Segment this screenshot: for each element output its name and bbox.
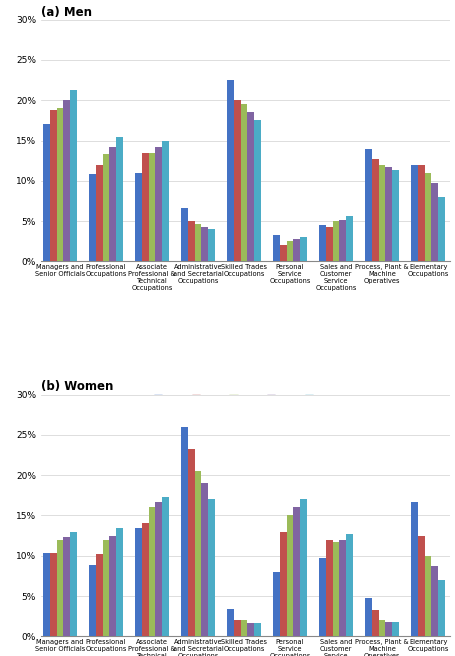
Bar xyxy=(50,110,56,262)
Bar xyxy=(96,554,102,636)
Bar xyxy=(254,623,261,636)
Bar xyxy=(188,221,195,262)
Bar xyxy=(379,165,385,262)
Bar xyxy=(43,553,50,636)
Bar xyxy=(102,540,109,636)
Bar xyxy=(418,535,425,636)
Bar xyxy=(346,216,353,262)
Bar xyxy=(365,149,372,262)
Bar xyxy=(319,558,326,636)
Bar xyxy=(372,159,379,262)
Bar xyxy=(202,483,208,636)
Bar xyxy=(149,507,155,636)
Bar xyxy=(241,104,248,262)
Bar xyxy=(109,535,116,636)
Bar xyxy=(63,537,70,636)
Bar xyxy=(116,527,123,636)
Bar xyxy=(300,499,307,636)
Bar xyxy=(287,516,293,636)
Bar xyxy=(319,225,326,262)
Text: (a) Men: (a) Men xyxy=(41,5,92,18)
Bar xyxy=(333,221,339,262)
Bar xyxy=(280,531,287,636)
Bar xyxy=(135,173,142,262)
Bar xyxy=(135,527,142,636)
Text: (b) Women: (b) Women xyxy=(41,380,113,394)
Bar xyxy=(372,609,379,636)
Bar xyxy=(50,553,56,636)
Bar xyxy=(385,622,392,636)
Bar xyxy=(234,620,241,636)
Bar xyxy=(63,100,70,262)
Bar xyxy=(96,165,102,262)
Bar xyxy=(425,173,431,262)
Bar xyxy=(195,471,202,636)
Bar xyxy=(227,80,234,262)
Bar xyxy=(333,542,339,636)
Bar xyxy=(287,241,293,262)
Bar xyxy=(89,174,96,262)
Bar xyxy=(392,622,399,636)
Bar xyxy=(425,556,431,636)
Bar xyxy=(162,140,169,262)
Bar xyxy=(339,540,346,636)
Bar xyxy=(438,197,445,262)
Bar xyxy=(273,572,280,636)
Bar xyxy=(142,523,149,636)
Bar xyxy=(293,239,300,262)
Bar xyxy=(116,136,123,262)
Bar xyxy=(188,449,195,636)
Bar xyxy=(181,209,188,262)
Bar xyxy=(227,609,234,636)
Bar xyxy=(273,235,280,262)
Bar xyxy=(431,566,438,636)
Bar xyxy=(70,531,77,636)
Legend: 1993, 2001, 2008, 2013, 2020: 1993, 2001, 2008, 2013, 2020 xyxy=(151,392,341,407)
Bar xyxy=(280,245,287,262)
Bar xyxy=(70,90,77,262)
Bar xyxy=(56,540,63,636)
Bar xyxy=(202,227,208,262)
Bar xyxy=(102,154,109,262)
Bar xyxy=(431,183,438,262)
Bar xyxy=(326,540,333,636)
Bar xyxy=(208,499,215,636)
Bar xyxy=(438,580,445,636)
Bar xyxy=(346,534,353,636)
Bar xyxy=(181,427,188,636)
Bar xyxy=(385,167,392,262)
Bar xyxy=(56,108,63,262)
Bar xyxy=(89,565,96,636)
Bar xyxy=(248,112,254,262)
Bar xyxy=(300,237,307,262)
Bar xyxy=(195,224,202,262)
Bar xyxy=(339,220,346,262)
Bar xyxy=(109,147,116,262)
Bar xyxy=(254,121,261,262)
Bar xyxy=(411,502,418,636)
Bar xyxy=(365,598,372,636)
Bar xyxy=(418,165,425,262)
Bar xyxy=(155,502,162,636)
Bar xyxy=(162,497,169,636)
Bar xyxy=(43,125,50,262)
Bar xyxy=(293,507,300,636)
Bar xyxy=(379,620,385,636)
Bar xyxy=(155,147,162,262)
Bar xyxy=(411,165,418,262)
Bar xyxy=(149,153,155,262)
Bar xyxy=(234,100,241,262)
Bar xyxy=(326,227,333,262)
Bar xyxy=(142,153,149,262)
Bar xyxy=(248,623,254,636)
Bar xyxy=(208,229,215,262)
Bar xyxy=(241,620,248,636)
Bar xyxy=(392,170,399,262)
